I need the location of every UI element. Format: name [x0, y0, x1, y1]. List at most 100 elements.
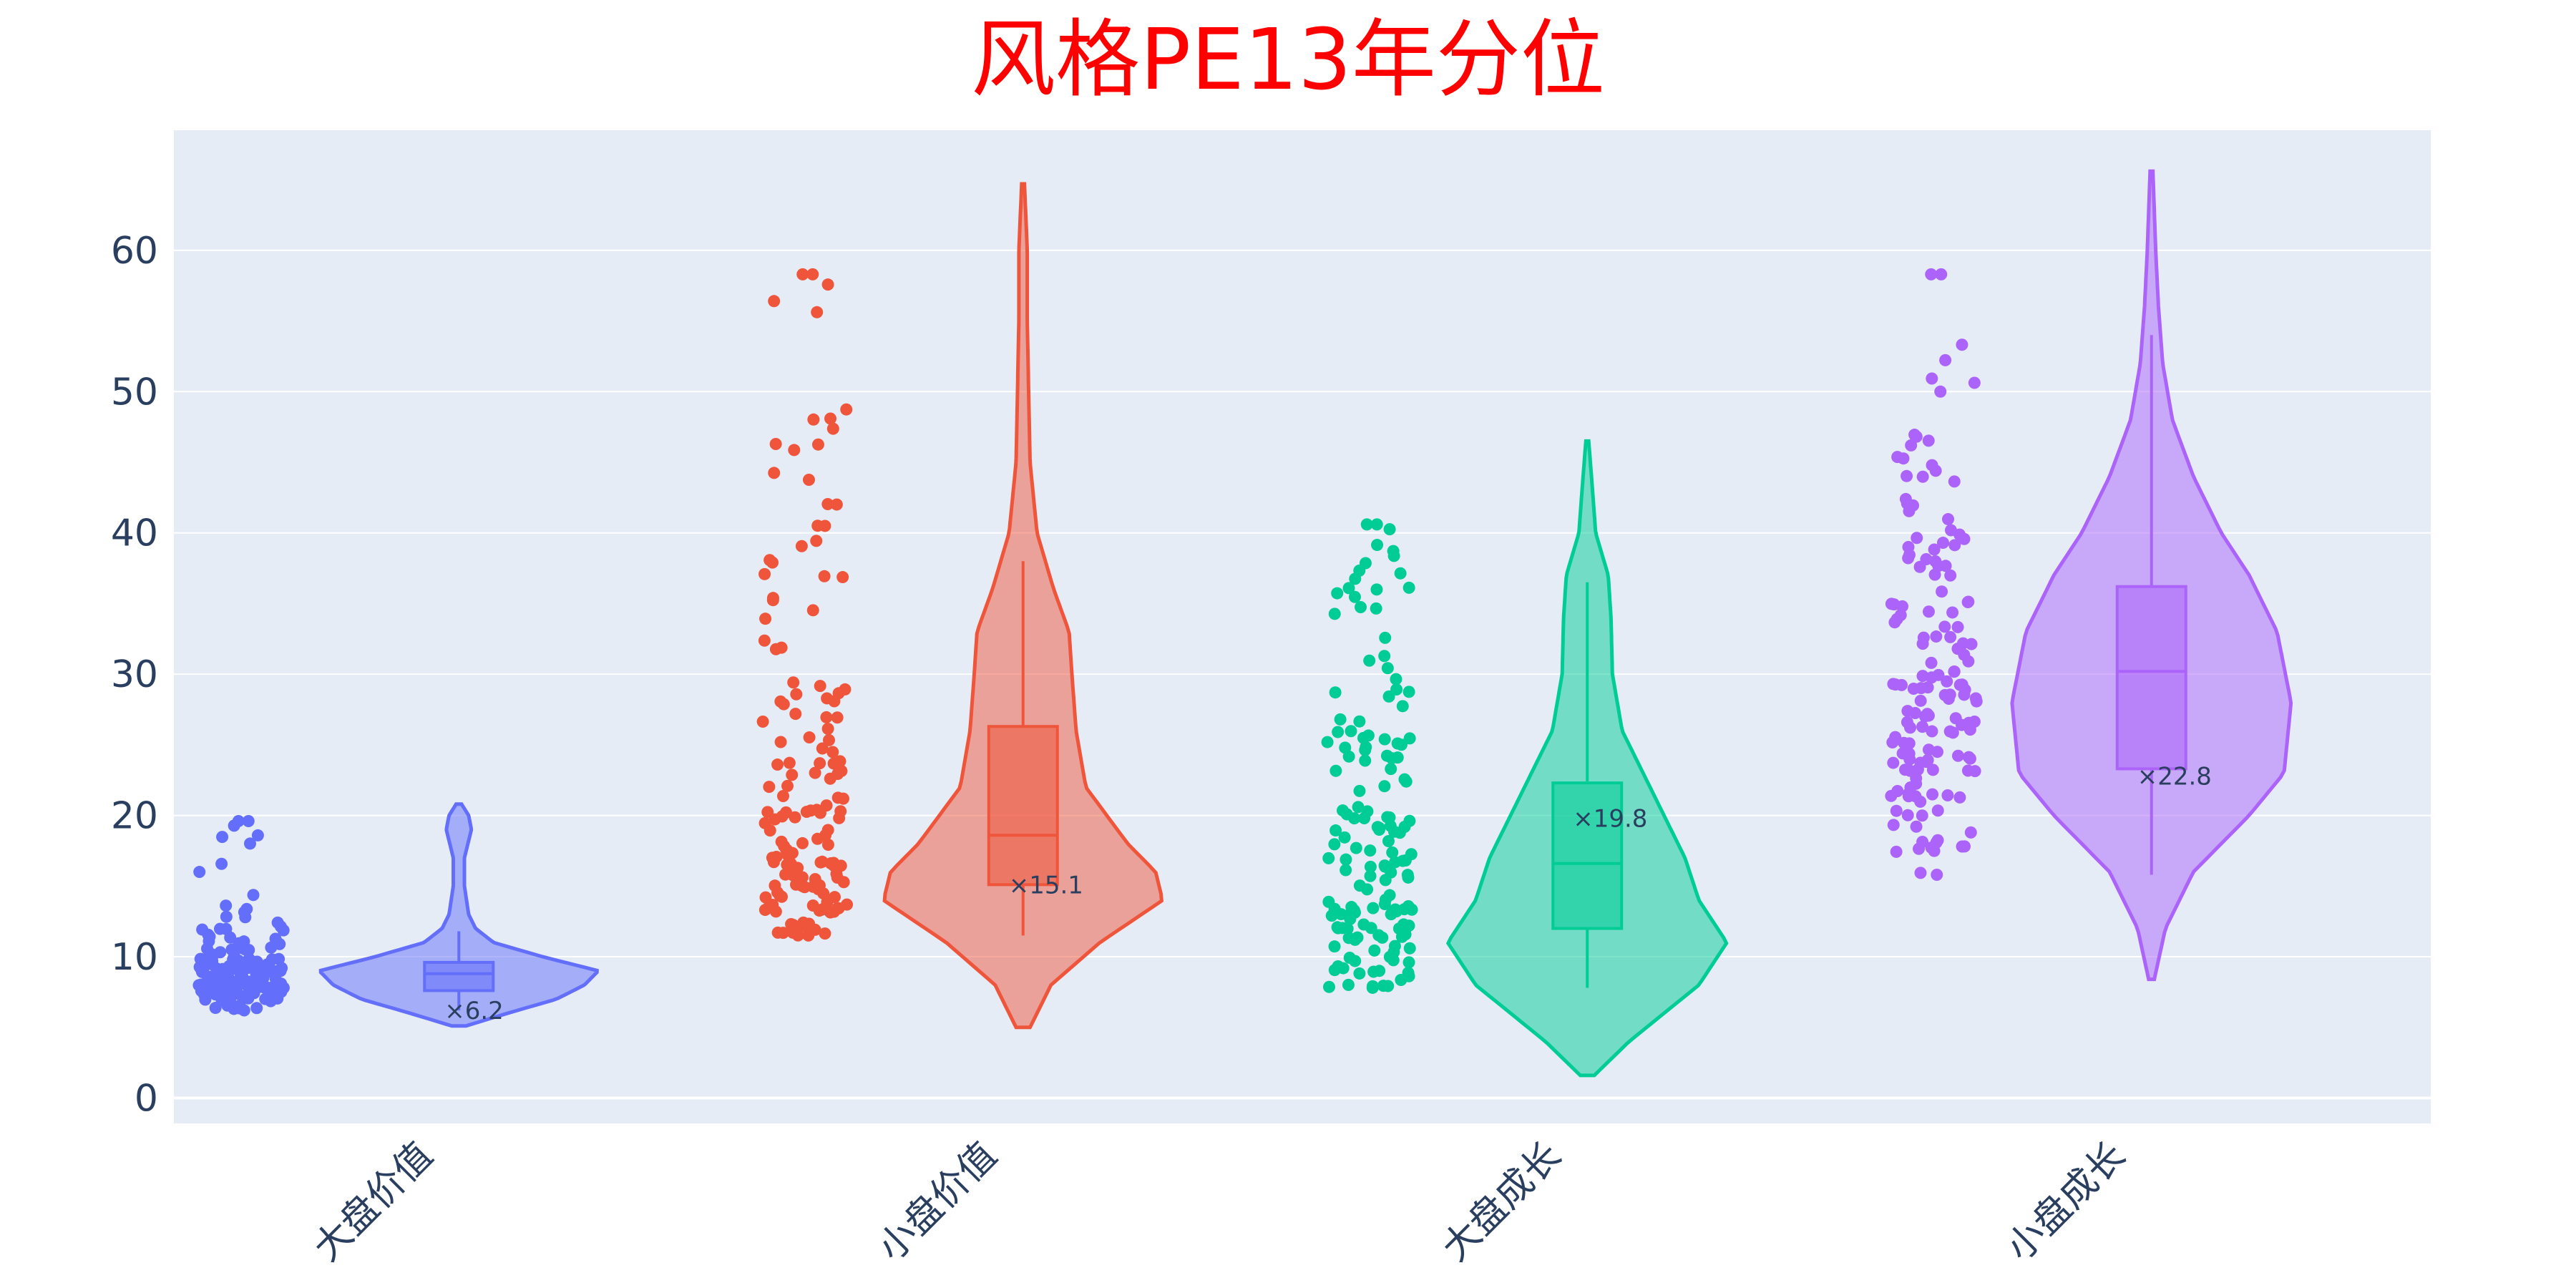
data-point [1360, 518, 1373, 531]
data-point [1914, 867, 1927, 879]
data-point [1958, 648, 1971, 661]
data-point [793, 878, 806, 891]
data-point [1916, 470, 1929, 483]
data-point [1353, 715, 1366, 728]
data-point [821, 278, 834, 291]
data-point [1920, 552, 1933, 565]
data-point [820, 799, 833, 812]
data-point [1371, 539, 1384, 552]
data-point [1325, 909, 1338, 922]
data-point [1353, 967, 1366, 980]
data-point [1916, 670, 1929, 683]
data-point [1944, 569, 1957, 582]
data-point [840, 403, 853, 416]
data-point [1339, 741, 1352, 754]
data-point [1968, 376, 1981, 389]
data-point [251, 829, 264, 841]
data-point [236, 970, 249, 982]
data-point [1331, 587, 1344, 600]
data-point [223, 960, 235, 972]
y-tick-label: 40 [111, 512, 158, 555]
data-point [1896, 747, 1909, 760]
data-point [1964, 826, 1977, 839]
data-point [1329, 686, 1342, 699]
data-point [1922, 605, 1935, 618]
data-point [1337, 962, 1350, 975]
y-tick-label: 60 [111, 230, 158, 273]
data-point [1887, 819, 1900, 831]
box-iqr [1551, 781, 1624, 930]
data-point [232, 954, 245, 967]
data-point [788, 444, 801, 457]
data-point [258, 981, 270, 994]
data-point [1968, 765, 1981, 778]
data-point [250, 1002, 263, 1015]
data-point [1328, 940, 1341, 953]
data-point [763, 824, 776, 837]
data-point [766, 899, 779, 912]
data-point [1350, 841, 1362, 854]
data-point [1321, 736, 1334, 748]
data-point [1915, 682, 1928, 695]
data-point [1926, 372, 1938, 385]
data-point [766, 852, 779, 864]
data-point [806, 268, 819, 280]
data-point [796, 836, 809, 849]
data-point [1351, 931, 1364, 944]
data-point [809, 873, 821, 886]
data-point [824, 857, 837, 870]
data-point [1396, 700, 1409, 713]
data-point [1958, 532, 1971, 545]
data-point [1349, 572, 1362, 585]
data-point [1387, 954, 1400, 967]
data-point [836, 792, 849, 805]
data-point [1916, 809, 1928, 822]
data-point [1920, 756, 1933, 769]
data-point [1364, 860, 1377, 873]
data-point [817, 887, 830, 900]
data-point [1897, 452, 1910, 465]
data-point [1894, 609, 1907, 622]
data-point [803, 731, 816, 744]
data-point [826, 422, 839, 435]
data-point [1946, 606, 1959, 619]
data-point [193, 866, 206, 879]
data-point [1934, 385, 1947, 398]
data-point [756, 716, 769, 728]
data-point [1899, 763, 1912, 776]
data-point [1344, 912, 1357, 925]
data-point [1953, 678, 1966, 691]
data-point [1367, 902, 1380, 914]
data-point [789, 708, 802, 721]
data-point [1348, 590, 1361, 603]
data-point [1926, 459, 1938, 472]
data-point [775, 835, 788, 848]
data-point [1372, 821, 1385, 834]
data-point [822, 733, 835, 746]
data-point [265, 941, 278, 954]
data-point [1361, 883, 1374, 896]
data-point [1930, 630, 1943, 643]
data-point [1925, 656, 1938, 669]
violin-group-2: ×15.1 [756, 182, 1164, 1030]
data-point [1403, 814, 1416, 827]
data-point [194, 980, 207, 992]
data-point [209, 988, 222, 1001]
data-point [819, 829, 832, 841]
data-point [238, 943, 251, 956]
data-point [1890, 804, 1903, 817]
data-point [826, 746, 839, 758]
data-point [1962, 751, 1975, 763]
data-point [235, 990, 248, 1002]
data-point [1899, 492, 1912, 505]
data-point [804, 804, 817, 817]
data-point [1928, 543, 1941, 556]
data-point [1334, 713, 1347, 726]
data-point [1367, 965, 1380, 978]
data-point [1936, 537, 1949, 550]
data-point [790, 688, 803, 701]
data-point [1403, 732, 1416, 745]
data-point [1402, 871, 1415, 884]
data-point [803, 917, 816, 930]
data-point [781, 779, 794, 792]
